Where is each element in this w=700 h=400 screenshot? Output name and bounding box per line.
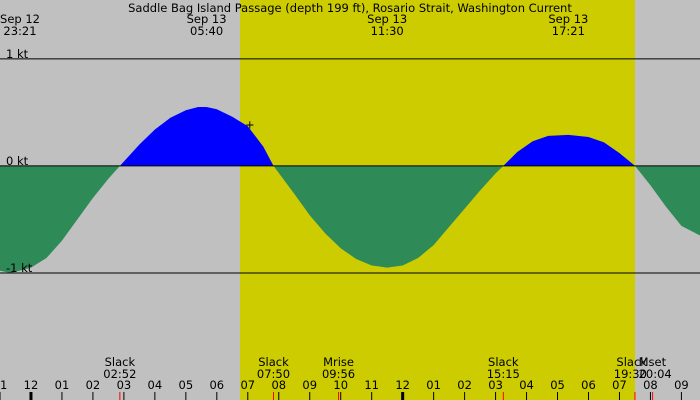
x-tick-label: 05 xyxy=(550,378,565,392)
current-areas xyxy=(0,107,700,273)
x-tick-label: 05 xyxy=(179,378,194,392)
event-time: 07:50 xyxy=(257,367,290,381)
ebb-area xyxy=(635,165,700,236)
extreme-time: 23:21 xyxy=(3,24,36,38)
x-tick-label: 01 xyxy=(426,378,441,392)
x-tick-label: 04 xyxy=(148,378,163,392)
chart-title: Saddle Bag Island Passage (depth 199 ft)… xyxy=(128,1,572,15)
x-tick-label: 03 xyxy=(488,378,503,392)
event-name: Slack xyxy=(105,355,136,369)
x-tick-label: 08 xyxy=(271,378,286,392)
current-marker: + xyxy=(245,117,255,131)
x-hour-labels: 11 12 01 02 03 04 05 06 07 08 09 10 11 12 01 02 03 04 05 06… xyxy=(0,378,689,392)
x-tick-label: 04 xyxy=(519,378,534,392)
x-tick-label: 08 xyxy=(643,378,658,392)
event-time: 15:15 xyxy=(487,367,520,381)
extreme-date: Sep 13 xyxy=(187,12,227,26)
x-tick-label: 02 xyxy=(86,378,101,392)
y-reference-lines: 1 kt 0 kt -1 kt xyxy=(0,47,700,275)
x-tick-label: 11 xyxy=(0,378,7,392)
event-time: 19:30 xyxy=(614,367,647,381)
event-name: Mset xyxy=(639,355,667,369)
x-tick-marks xyxy=(0,392,682,400)
event-name: Slack xyxy=(616,355,647,369)
extreme-date: Sep 13 xyxy=(367,12,407,26)
x-tick-label: 02 xyxy=(457,378,472,392)
extreme-date: Sep 12 xyxy=(0,12,40,26)
x-tick-label: 03 xyxy=(117,378,132,392)
y-tick-label: 1 kt xyxy=(6,47,29,61)
ebb-area xyxy=(0,165,120,273)
extreme-time: 17:21 xyxy=(552,24,585,38)
x-tick-label: 09 xyxy=(674,378,689,392)
x-tick-label: 07 xyxy=(240,378,255,392)
event-name: Slack xyxy=(258,355,289,369)
ebb-area xyxy=(273,165,504,268)
event-name: Mrise xyxy=(323,355,354,369)
event-time: 20:04 xyxy=(639,367,672,381)
extreme-time: 11:30 xyxy=(371,24,404,38)
event-time: 02:52 xyxy=(103,367,136,381)
extreme-time: 05:40 xyxy=(190,24,223,38)
x-tick-label: 06 xyxy=(209,378,224,392)
extreme-date: Sep 13 xyxy=(548,12,588,26)
x-tick-label: 01 xyxy=(55,378,70,392)
event-name: Slack xyxy=(488,355,519,369)
x-tick-label: 10 xyxy=(333,378,348,392)
flood-area xyxy=(119,107,274,166)
event-labels: Slack02:52Slack07:50Mrise09:56Slack15:15… xyxy=(103,355,671,381)
current-time-marker: + xyxy=(245,117,255,131)
x-tick-label: 09 xyxy=(302,378,317,392)
x-tick-label: 12 xyxy=(24,378,39,392)
x-tick-label: 06 xyxy=(581,378,596,392)
event-time: 09:56 xyxy=(322,367,355,381)
flood-area xyxy=(503,134,635,166)
y-tick-label: 0 kt xyxy=(6,154,29,168)
y-tick-label: -1 kt xyxy=(6,261,33,275)
x-tick-label: 11 xyxy=(364,378,379,392)
x-tick-label: 12 xyxy=(395,378,410,392)
x-tick-label: 07 xyxy=(612,378,627,392)
